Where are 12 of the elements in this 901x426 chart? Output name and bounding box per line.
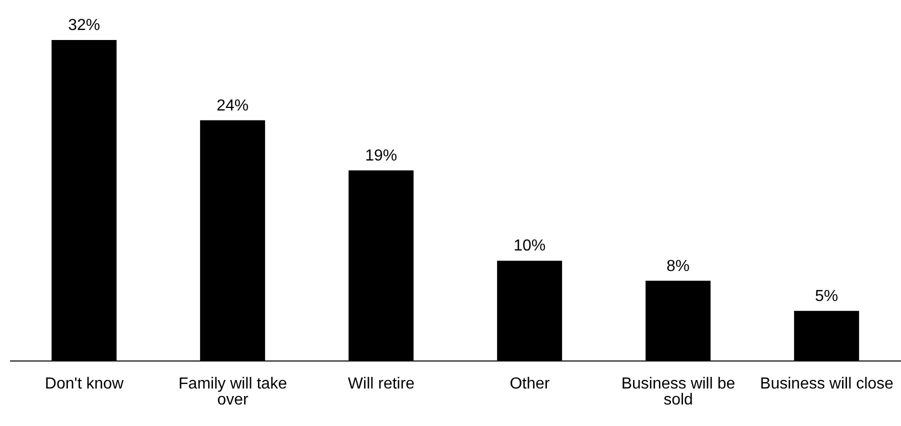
data-label: 5%	[815, 288, 838, 305]
data-label: 19%	[365, 147, 398, 164]
data-label: 32%	[68, 17, 100, 34]
x-tick-label: Family will take over	[178, 375, 288, 408]
x-tick-label: Other	[510, 375, 550, 392]
data-label: 8%	[666, 258, 690, 275]
data-label: 10%	[514, 238, 546, 255]
data-label: 24%	[216, 97, 249, 114]
x-tick-label: Business will close	[760, 375, 894, 392]
x-tick-label: Don't know	[44, 375, 124, 392]
x-tick-label: Business will be sold	[621, 375, 736, 408]
x-tick-label: Will retire	[348, 375, 415, 392]
